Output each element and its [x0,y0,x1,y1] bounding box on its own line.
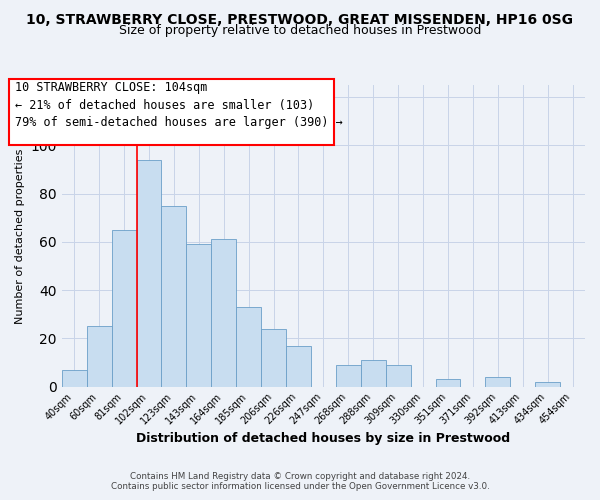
Bar [211,240,236,386]
Text: 10, STRAWBERRY CLOSE, PRESTWOOD, GREAT MISSENDEN, HP16 0SG: 10, STRAWBERRY CLOSE, PRESTWOOD, GREAT M… [26,12,574,26]
Bar [535,382,560,386]
Text: 79% of semi-detached houses are larger (390) →: 79% of semi-detached houses are larger (… [16,116,343,130]
Text: ← 21% of detached houses are smaller (103): ← 21% of detached houses are smaller (10… [16,99,315,112]
Bar [236,307,261,386]
Bar [137,160,161,386]
Bar [261,328,286,386]
Text: Contains public sector information licensed under the Open Government Licence v3: Contains public sector information licen… [110,482,490,491]
Text: Contains HM Land Registry data © Crown copyright and database right 2024.: Contains HM Land Registry data © Crown c… [130,472,470,481]
Bar [286,346,311,387]
Bar [361,360,386,386]
Y-axis label: Number of detached properties: Number of detached properties [15,148,25,324]
Bar [112,230,137,386]
Bar [485,377,510,386]
Bar [187,244,211,386]
Text: Size of property relative to detached houses in Prestwood: Size of property relative to detached ho… [119,24,481,37]
Bar [62,370,87,386]
Bar [386,365,410,386]
X-axis label: Distribution of detached houses by size in Prestwood: Distribution of detached houses by size … [136,432,511,445]
Bar [87,326,112,386]
Bar [436,380,460,386]
Text: 10 STRAWBERRY CLOSE: 104sqm: 10 STRAWBERRY CLOSE: 104sqm [16,82,208,94]
Bar [336,365,361,386]
Bar [161,206,187,386]
